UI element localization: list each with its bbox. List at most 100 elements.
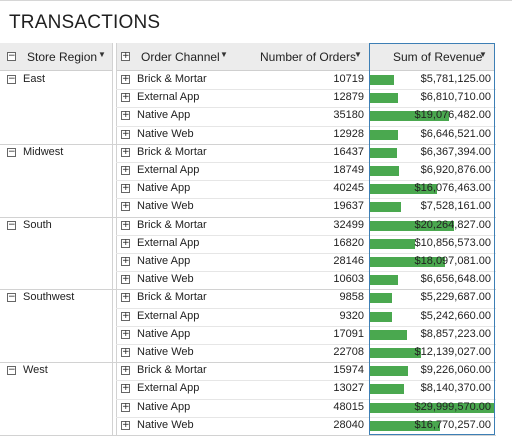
header-order-channel[interactable]: + Order Channel ▼ xyxy=(116,43,234,71)
expand-row-icon[interactable]: + xyxy=(121,183,130,194)
order-channel-cell: External App xyxy=(137,164,200,176)
expand-all-icon[interactable]: + xyxy=(121,51,130,61)
number-of-orders-cell: 16820 xyxy=(333,236,364,249)
header-number-of-orders[interactable]: Number of Orders ▼ xyxy=(234,43,369,71)
sum-of-revenue-cell: $8,857,223.00 xyxy=(420,327,491,340)
row-divider xyxy=(116,89,496,91)
group-divider xyxy=(0,362,116,364)
collapse-region-icon[interactable]: − xyxy=(7,292,16,303)
order-channel-cell: External App xyxy=(137,91,200,104)
sum-of-revenue-cell: $16,770,257.00 xyxy=(414,418,491,431)
header-order-channel-label: Order Channel xyxy=(141,50,220,64)
order-channel-cell: Native Web xyxy=(137,200,194,213)
revenue-data-bar xyxy=(370,402,495,413)
sum-of-revenue-cell: $5,229,687.00 xyxy=(420,291,491,304)
number-of-orders-cell: 12928 xyxy=(333,127,364,140)
expand-row-icon[interactable]: + xyxy=(121,328,130,339)
number-of-orders-cell: 18749 xyxy=(333,164,364,176)
group-divider xyxy=(0,289,116,291)
collapse-region-icon[interactable]: − xyxy=(7,365,16,376)
sum-of-revenue-cell: $18,097,081.00 xyxy=(414,255,491,267)
dropdown-arrow-icon[interactable]: ▼ xyxy=(220,50,228,59)
expand-row-icon[interactable]: + xyxy=(121,128,130,139)
revenue-data-bar xyxy=(370,238,415,249)
collapse-region-icon[interactable]: − xyxy=(7,146,16,157)
expand-row-icon[interactable]: + xyxy=(121,146,130,157)
sum-of-revenue-cell: $6,656,648.00 xyxy=(420,273,491,286)
sum-of-revenue-cell: $6,367,394.00 xyxy=(420,145,491,158)
region-label: West xyxy=(23,364,48,377)
dropdown-arrow-icon[interactable]: ▼ xyxy=(479,50,487,59)
number-of-orders-cell: 40245 xyxy=(333,182,364,195)
expand-row-icon[interactable]: + xyxy=(121,401,130,412)
sum-of-revenue-cell: $6,810,710.00 xyxy=(420,91,491,104)
expand-row-icon[interactable]: + xyxy=(121,92,130,103)
order-channel-cell: Brick & Mortar xyxy=(137,364,207,377)
expand-row-icon[interactable]: + xyxy=(121,165,130,175)
expand-row-icon[interactable]: + xyxy=(121,365,130,376)
number-of-orders-cell: 22708 xyxy=(333,346,364,358)
expand-row-icon[interactable]: + xyxy=(121,219,130,230)
row-divider xyxy=(116,180,496,182)
header-sum-of-revenue[interactable]: Sum of Revenue ▼ xyxy=(369,43,495,71)
expand-row-icon[interactable]: + xyxy=(121,256,130,266)
row-divider xyxy=(116,125,496,127)
revenue-data-bar xyxy=(370,75,394,85)
group-divider xyxy=(116,143,496,145)
header-store-region[interactable]: − Store Region ▼ xyxy=(0,43,112,71)
expand-row-icon[interactable]: + xyxy=(121,74,130,84)
header-store-region-label: Store Region xyxy=(27,50,98,64)
dropdown-arrow-icon[interactable]: ▼ xyxy=(354,50,362,59)
revenue-data-bar xyxy=(370,184,437,195)
number-of-orders-cell: 48015 xyxy=(333,400,364,413)
expand-row-icon[interactable]: + xyxy=(121,292,130,303)
number-of-orders-cell: 10603 xyxy=(333,273,364,286)
revenue-data-bar xyxy=(370,93,398,104)
header-sum-of-revenue-label: Sum of Revenue xyxy=(393,50,483,64)
expand-row-icon[interactable]: + xyxy=(121,347,130,357)
number-of-orders-cell: 28146 xyxy=(333,255,364,267)
row-divider xyxy=(116,380,496,382)
revenue-data-bar xyxy=(370,257,445,267)
collapse-region-icon[interactable]: − xyxy=(7,219,16,230)
expand-row-icon[interactable]: + xyxy=(121,274,130,285)
group-divider xyxy=(0,216,116,218)
row-divider xyxy=(116,162,496,163)
region-label: Southwest xyxy=(23,291,75,304)
row-divider xyxy=(116,253,496,254)
sum-of-revenue-cell: $10,856,573.00 xyxy=(414,236,491,249)
page-title: TRANSACTIONS xyxy=(9,12,161,33)
top-divider xyxy=(0,0,512,1)
number-of-orders-cell: 32499 xyxy=(333,218,364,231)
order-channel-cell: External App xyxy=(137,236,200,249)
row-divider xyxy=(116,398,496,400)
group-divider xyxy=(116,216,496,218)
order-channel-cell: Native App xyxy=(137,255,191,267)
order-channel-cell: Native App xyxy=(137,327,191,340)
collapse-all-icon[interactable]: − xyxy=(7,51,16,61)
number-of-orders-cell: 13027 xyxy=(333,382,364,395)
expand-row-icon[interactable]: + xyxy=(121,419,130,430)
order-channel-cell: Native App xyxy=(137,109,191,122)
order-channel-cell: Brick & Mortar xyxy=(137,291,207,304)
group-divider xyxy=(116,289,496,291)
revenue-data-bar xyxy=(370,129,398,140)
expand-row-icon[interactable]: + xyxy=(121,237,130,248)
expand-row-icon[interactable]: + xyxy=(121,110,130,121)
expand-row-icon[interactable]: + xyxy=(121,201,130,212)
order-channel-cell: Native App xyxy=(137,400,191,413)
sum-of-revenue-cell: $6,920,876.00 xyxy=(420,164,491,176)
number-of-orders-cell: 10719 xyxy=(333,73,364,85)
number-of-orders-cell: 17091 xyxy=(333,327,364,340)
revenue-data-bar xyxy=(370,366,408,377)
collapse-region-icon[interactable]: − xyxy=(7,74,16,84)
expand-row-icon[interactable]: + xyxy=(121,310,130,321)
revenue-data-bar xyxy=(370,329,407,340)
region-label: East xyxy=(23,73,46,85)
number-of-orders-cell: 19637 xyxy=(333,200,364,213)
order-channel-cell: External App xyxy=(137,382,200,395)
dropdown-arrow-icon[interactable]: ▼ xyxy=(98,50,106,59)
expand-row-icon[interactable]: + xyxy=(121,383,130,394)
order-channel-cell: Brick & Mortar xyxy=(137,145,207,158)
